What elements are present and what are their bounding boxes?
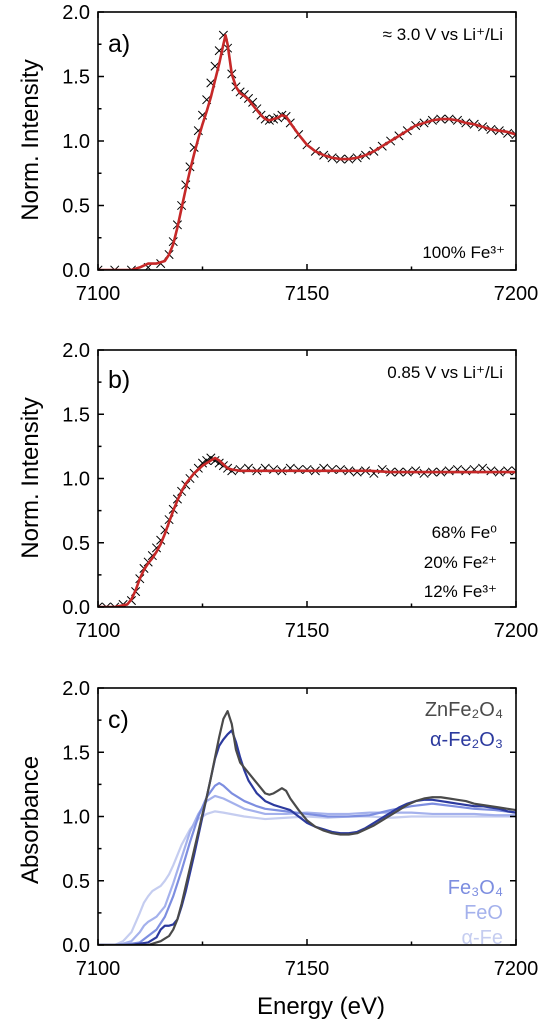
- y-tick-label: 0.0: [62, 260, 90, 282]
- annotation-voltage: 0.85 V vs Li⁺/Li: [387, 363, 503, 382]
- data-point-marker: [110, 265, 120, 270]
- y-tick-label: 1.0: [62, 131, 90, 153]
- series-line-fit: [98, 456, 516, 607]
- data-point-marker: [126, 265, 136, 270]
- panel-b: Norm. Intensity b) 0.85 V vs Li⁺/Li 68% …: [17, 340, 538, 642]
- plot-area: [98, 30, 516, 270]
- legend-alpha-fe: α-Fe: [461, 927, 503, 949]
- series-data-markers: [98, 30, 516, 270]
- data-point-marker: [110, 602, 120, 607]
- series-line-znfe-o-: [98, 710, 516, 945]
- data-point-marker: [98, 265, 103, 270]
- plot-area: [98, 453, 516, 607]
- y-tick-label: 2.0: [62, 340, 90, 362]
- y-tick-label: 0.5: [62, 871, 90, 893]
- annotation-voltage: ≈ 3.0 V vs Li⁺/Li: [383, 25, 503, 44]
- x-tick-label: 7200: [494, 620, 539, 642]
- data-point-marker: [98, 602, 103, 607]
- x-tick-label: 7100: [76, 620, 121, 642]
- series-line-fe-o-: [98, 781, 516, 945]
- panel-c: Absorbance Energy (eV) c) ZnFe₂O₄ α-Fe₂O…: [17, 678, 538, 1020]
- annotation-fe0: 68% Fe⁰: [432, 523, 498, 542]
- x-tick-label: 7100: [76, 958, 121, 980]
- legend-zinc-ferrite: ZnFe₂O₄: [425, 699, 503, 721]
- annotation-fe2: 20% Fe²⁺: [424, 553, 497, 572]
- x-tick-label: 7150: [285, 958, 330, 980]
- panel-letter: c): [108, 706, 129, 734]
- x-tick-label: 7200: [494, 283, 539, 305]
- y-axis-label: Norm. Intensity: [17, 59, 44, 220]
- y-tick-label: 1.5: [62, 67, 90, 89]
- y-tick-label: 0.0: [62, 935, 90, 957]
- x-tick-label: 7200: [494, 958, 539, 980]
- y-axis-label: Norm. Intensity: [17, 397, 44, 558]
- y-tick-label: 1.0: [62, 807, 90, 829]
- data-point-marker: [210, 455, 220, 466]
- panel-letter: b): [108, 366, 130, 394]
- data-point-marker: [511, 466, 516, 476]
- x-tick-label: 7150: [285, 283, 330, 305]
- y-tick-label: 0.5: [62, 196, 90, 218]
- data-point-marker: [511, 129, 516, 140]
- legend-hematite: α-Fe₂O₃: [430, 729, 503, 751]
- y-tick-label: 0.5: [62, 533, 90, 555]
- series-line-feo: [98, 794, 516, 945]
- plot-frame: [97, 11, 517, 271]
- data-point-marker: [101, 602, 111, 607]
- data-point-marker: [197, 458, 208, 468]
- legend-magnetite: Fe₃O₄: [448, 877, 503, 899]
- x-tick-label: 7100: [76, 283, 121, 305]
- annotation-composition: 100% Fe³⁺: [422, 243, 505, 262]
- legend-feo: FeO: [464, 902, 503, 924]
- plot-area: [98, 710, 516, 945]
- panel-letter: a): [108, 30, 130, 58]
- x-tick-label: 7150: [285, 620, 330, 642]
- y-axis-label: Absorbance: [17, 756, 44, 884]
- x-axis-label: Energy (eV): [257, 993, 385, 1020]
- panel-a: Norm. Intensity a) ≈ 3.0 V vs Li⁺/Li 100…: [17, 2, 538, 305]
- y-tick-label: 1.5: [62, 742, 90, 764]
- y-tick-label: 2.0: [62, 678, 90, 700]
- y-tick-label: 1.0: [62, 469, 90, 491]
- series-line-fit: [98, 33, 516, 270]
- y-tick-label: 2.0: [62, 2, 90, 24]
- annotation-fe3: 12% Fe³⁺: [424, 582, 497, 601]
- y-tick-label: 1.5: [62, 404, 90, 426]
- y-tick-label: 0.0: [62, 597, 90, 619]
